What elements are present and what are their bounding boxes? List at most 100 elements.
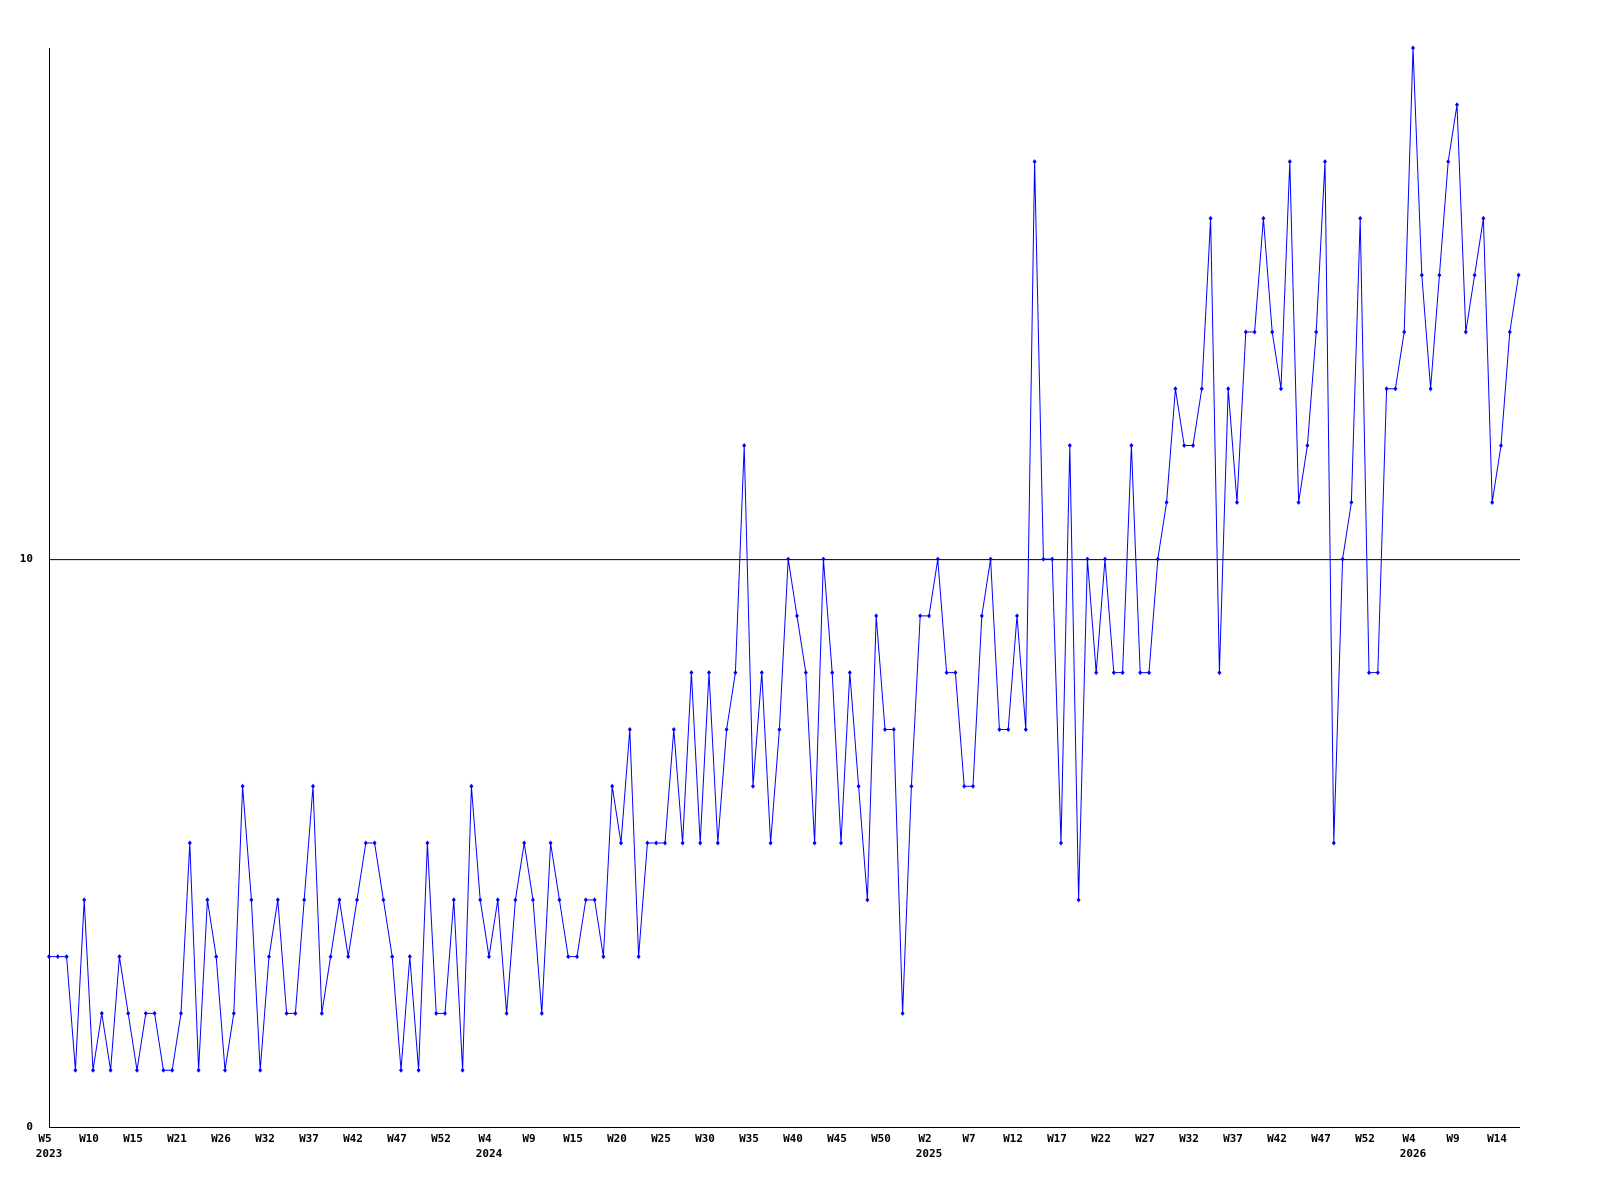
data-point <box>997 726 1002 732</box>
data-point <box>1076 897 1081 903</box>
data-point <box>416 1067 421 1073</box>
data-point <box>1516 272 1521 278</box>
x-tick-label: W4 <box>478 1132 492 1145</box>
data-point <box>1349 499 1354 505</box>
x-tick-label: W5 <box>38 1132 51 1145</box>
data-point <box>1129 443 1134 449</box>
data-point <box>1164 499 1169 505</box>
x-tick-label: W30 <box>695 1132 715 1145</box>
data-point <box>698 840 703 846</box>
x-tick-label: W10 <box>79 1132 99 1145</box>
year-label: 2023 <box>36 1147 63 1160</box>
data-point <box>663 840 667 846</box>
data-point <box>126 1010 131 1016</box>
data-point <box>777 726 782 732</box>
data-point <box>1393 386 1398 392</box>
data-point <box>1120 670 1125 676</box>
data-point <box>601 954 606 960</box>
data-point <box>108 1067 113 1073</box>
data-point <box>275 897 280 903</box>
data-point <box>337 897 342 903</box>
data-point <box>856 783 861 789</box>
x-tick-label: W47 <box>1311 1132 1331 1145</box>
data-point <box>1235 499 1239 505</box>
x-tick-label: W37 <box>299 1132 319 1145</box>
data-point <box>91 1067 95 1073</box>
x-tick-label: W35 <box>739 1132 759 1145</box>
data-point <box>944 670 949 676</box>
data-point <box>1419 272 1424 278</box>
data-point <box>1103 556 1107 562</box>
x-tick-label: W42 <box>1267 1132 1287 1145</box>
data-point <box>504 1010 509 1016</box>
data-point <box>1226 386 1231 392</box>
data-point <box>346 954 351 960</box>
x-tick-label: W21 <box>167 1132 187 1145</box>
data-point <box>839 840 843 846</box>
data-point <box>742 443 747 449</box>
data-point <box>179 1010 183 1016</box>
data-point <box>724 726 729 732</box>
data-point <box>1199 386 1204 392</box>
x-tick-label: W15 <box>123 1132 143 1145</box>
data-point <box>196 1067 201 1073</box>
data-point <box>927 613 931 619</box>
data-point <box>170 1067 175 1073</box>
x-tick-label: W20 <box>607 1132 627 1145</box>
year-label: 2025 <box>916 1147 943 1160</box>
data-point <box>874 613 879 619</box>
data-point <box>478 897 483 903</box>
data-point <box>548 840 553 846</box>
data-point <box>311 783 315 789</box>
data-point <box>1015 613 1019 619</box>
x-tick-label: W17 <box>1047 1132 1067 1145</box>
data-point <box>715 840 720 846</box>
data-point <box>1402 329 1407 335</box>
data-point <box>909 783 914 789</box>
data-point <box>1252 329 1257 335</box>
data-point <box>935 556 940 562</box>
data-point <box>1375 670 1380 676</box>
x-tick-label: W27 <box>1135 1132 1155 1145</box>
data-point <box>1191 443 1195 449</box>
data-point <box>786 556 791 562</box>
data-point <box>1182 443 1187 449</box>
data-point <box>267 954 271 960</box>
data-point <box>583 897 588 903</box>
x-tick-label: W47 <box>387 1132 407 1145</box>
data-point <box>293 1010 298 1016</box>
data-point <box>1481 215 1486 221</box>
data-point <box>1094 670 1099 676</box>
data-point <box>971 783 975 789</box>
data-point <box>751 783 755 789</box>
data-point <box>592 897 597 903</box>
x-tick-label: W12 <box>1003 1132 1023 1145</box>
data-point <box>768 840 773 846</box>
y-tick-label: 0 <box>26 1120 33 1133</box>
data-point <box>143 1010 148 1016</box>
data-point <box>1217 670 1222 676</box>
data-point <box>425 840 430 846</box>
x-tick-label: W14 <box>1487 1132 1507 1145</box>
data-point <box>1340 556 1345 562</box>
data-point <box>636 954 641 960</box>
data-point <box>1059 840 1063 846</box>
data-point <box>73 1067 78 1073</box>
x-tick-label: W9 <box>522 1132 535 1145</box>
x-tick-label: W25 <box>651 1132 671 1145</box>
data-point <box>1279 386 1283 392</box>
data-point <box>231 1010 236 1016</box>
data-point <box>1428 386 1433 392</box>
data-point <box>619 840 623 846</box>
data-point <box>1067 443 1072 449</box>
data-point <box>1411 45 1415 51</box>
data-point <box>900 1010 905 1016</box>
data-point <box>883 726 887 732</box>
data-point <box>1499 443 1503 449</box>
data-point <box>1111 670 1116 676</box>
data-point <box>47 954 51 960</box>
data-point <box>302 897 307 903</box>
x-tick-label: W42 <box>343 1132 363 1145</box>
x-tick-label: W7 <box>962 1132 975 1145</box>
